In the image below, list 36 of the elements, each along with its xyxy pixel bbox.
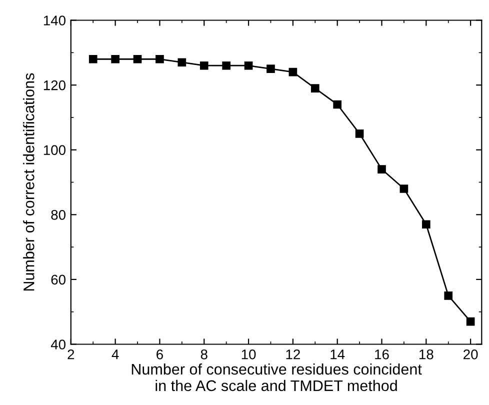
y-tick-label: 60 <box>51 274 66 285</box>
point <box>133 54 142 64</box>
point <box>310 84 320 92</box>
point <box>156 54 164 64</box>
point <box>222 61 230 70</box>
point <box>444 291 453 300</box>
point <box>200 61 208 70</box>
x-tick-label: 12 <box>286 349 300 360</box>
point <box>333 100 342 109</box>
x-tick-label: 14 <box>330 350 345 360</box>
point <box>178 58 186 67</box>
x-tick-label: 10 <box>242 349 256 360</box>
point <box>466 317 475 326</box>
x-tick-label: 2 <box>68 349 74 360</box>
point <box>378 165 386 174</box>
point <box>355 129 364 138</box>
point <box>288 68 298 76</box>
x-tick-label: 18 <box>419 349 434 360</box>
point <box>266 64 275 74</box>
y-axis-title: Number of correct identifications <box>23 73 34 291</box>
x-tick-label: 4 <box>112 350 119 360</box>
x-tick-label: 6 <box>156 349 163 360</box>
x-tick-label: 16 <box>375 349 389 360</box>
point <box>88 54 98 64</box>
point <box>244 61 253 70</box>
y-tick-label: 40 <box>50 340 66 350</box>
y-tick-label: 100 <box>44 145 66 156</box>
y-tick-label: 140 <box>44 16 66 26</box>
y-tick-label: 120 <box>44 80 66 90</box>
x-axis-title: Number of consecutive residues coincident in the AC scale and TMDET method <box>132 363 422 392</box>
point <box>400 184 408 193</box>
y-tick-label: 80 <box>51 210 66 220</box>
point <box>422 220 430 229</box>
point <box>111 54 120 64</box>
x-tick-label: 8 <box>200 349 208 360</box>
x-tick-label: 20 <box>464 349 478 360</box>
